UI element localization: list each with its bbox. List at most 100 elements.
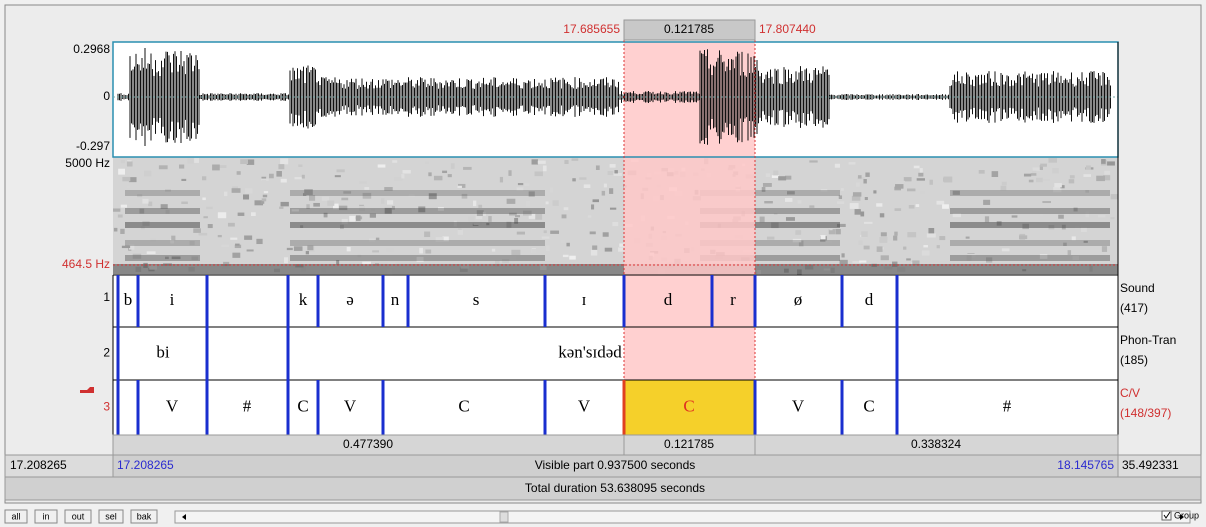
spec-speckle [841,188,844,191]
spec-speckle [767,237,774,240]
spec-speckle [1098,215,1106,218]
spec-speckle [859,260,866,262]
scrollbar[interactable] [175,511,1190,523]
spec-speckle [238,213,245,216]
spec-speckle [1040,164,1047,167]
spec-speckle [532,159,538,164]
spec-speckle [281,179,287,183]
spec-speckle [879,237,887,243]
spec-speckle [451,163,455,169]
interval-label[interactable]: r [730,290,736,309]
interval-label[interactable]: # [1003,396,1012,415]
spec-speckle [1029,180,1034,183]
spec-speckle [279,207,283,209]
interval-label[interactable]: ø [794,290,803,309]
spec-speckle [203,216,207,218]
spec-speckle [488,216,491,222]
spec-speckle [942,204,949,208]
spec-speckle [864,222,872,224]
spec-speckle [535,214,542,220]
interval-label[interactable]: ɪ [582,290,587,309]
spec-speckle [610,208,616,210]
spec-speckle [1002,182,1007,186]
button-label[interactable]: out [72,511,85,521]
spec-floor [113,264,1118,274]
spec-speckle [276,171,282,177]
interval-label[interactable]: n [391,290,400,309]
interval-label[interactable]: C [458,396,469,415]
spec-speckle [1052,168,1059,173]
spec-speckle [1083,174,1091,177]
spec-speckle [1032,167,1040,170]
spec-speckle [850,203,859,209]
interval-label[interactable]: d [664,290,673,309]
interval-label[interactable]: # [243,396,252,415]
spec-speckle [602,191,605,196]
button-label[interactable]: bak [137,511,152,521]
interval-label[interactable]: kən'sɪdəd [558,342,622,361]
spec-speckle [992,171,999,177]
spec-speckle [517,232,525,235]
spec-speckle [865,197,868,200]
button-label[interactable]: all [11,511,20,521]
tier-number: 3 [103,400,110,414]
button-label[interactable]: in [42,511,49,521]
spec-speckle [284,257,288,263]
interval-label[interactable]: k [299,290,308,309]
spec-speckle [500,177,503,183]
spec-speckle [122,177,130,181]
spec-speckle [478,205,482,208]
spec-speckle [917,178,925,180]
button-label[interactable]: sel [105,511,117,521]
interval-label[interactable]: bi [156,342,170,361]
spec-speckle [193,228,201,233]
spec-speckle [550,187,553,192]
wave-min: -0.297 [76,139,110,153]
spec-speckle [985,216,989,222]
spec-speckle [1042,179,1050,181]
spec-speckle [240,159,248,164]
spec-speckle [237,171,241,175]
spec-speckle [922,250,930,255]
spec-speckle [596,165,600,170]
interval-label[interactable]: C [297,396,308,415]
spec-speckle [171,236,175,241]
spec-speckle [202,197,205,200]
spec-speckle [569,256,576,260]
spec-speckle [458,230,463,235]
spec-speckle [294,246,303,251]
interval-label[interactable]: V [578,396,591,415]
spec-speckle [546,201,549,204]
spec-speckle [159,165,168,169]
spec-speckle [550,231,559,234]
interval-label[interactable]: V [166,396,179,415]
spec-speckle [364,187,369,190]
interval-label[interactable]: C [863,396,874,415]
spec-speckle [232,253,240,258]
scroll-thumb[interactable] [500,512,508,522]
spec-speckle [1110,217,1114,219]
interval-label[interactable]: s [473,290,480,309]
spec-speckle [298,164,302,167]
spec-speckle [144,171,151,177]
spec-speckle [179,165,184,169]
spec-speckle [863,179,866,183]
spec-speckle [262,198,267,201]
duration-right: 0.338324 [911,437,961,451]
spec-speckle [591,204,594,209]
interval-label[interactable]: V [344,396,357,415]
spec-speckle [206,207,212,209]
interval-label[interactable]: i [170,290,175,309]
tier-name: Phon-Tran [1120,333,1176,347]
interval-label[interactable]: V [792,396,805,415]
spec-speckle [610,164,616,168]
spec-speckle [588,215,591,217]
spec-speckle [403,170,411,173]
interval-label[interactable]: d [865,290,874,309]
interval-label[interactable]: b [124,290,133,309]
selection-start: 17.685655 [563,22,620,36]
interval-label[interactable]: C [683,396,694,415]
spec-formant [950,190,1110,196]
interval-label[interactable]: ə [346,290,354,309]
spec-speckle [542,236,550,238]
